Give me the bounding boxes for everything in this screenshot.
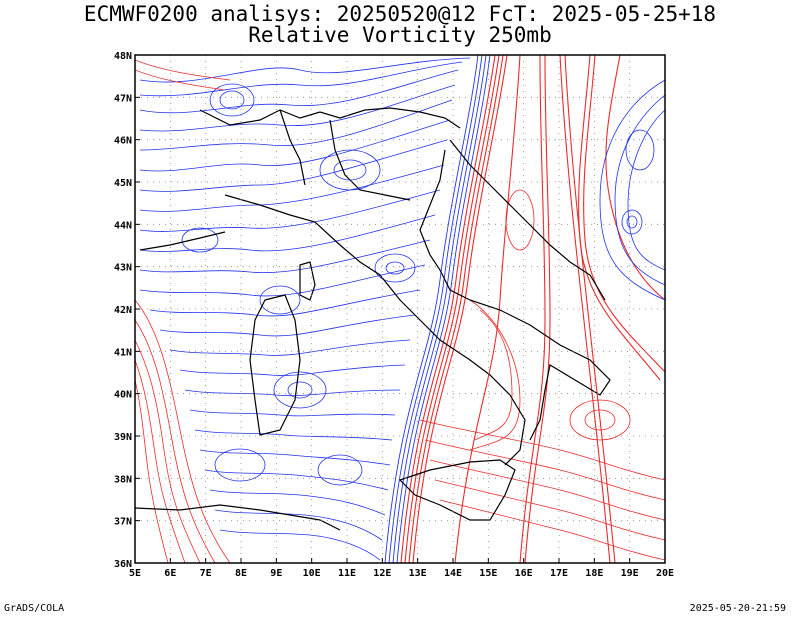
x-tick-label: 5E [129,568,141,579]
x-tick-label: 19E [621,568,639,579]
x-tick-label: 14E [444,568,462,579]
y-tick-label: 45N [114,178,132,189]
positive-vorticity-jet [400,55,665,563]
y-tick-label: 40N [114,390,132,401]
y-tick-label: 43N [114,263,132,274]
y-tick-label: 44N [114,220,132,231]
y-tick-label: 39N [114,432,132,443]
positive-vorticity-contours [135,59,665,563]
x-tick-label: 12E [373,568,391,579]
y-tick-label: 46N [114,136,132,147]
chart-title-line2: Relative Vorticity 250mb [248,23,552,47]
x-tick-label: 15E [479,568,497,579]
negative-vorticity-contours [139,57,471,561]
x-tick-label: 10E [303,568,321,579]
x-tick-label: 13E [409,568,427,579]
footer-credit: GrADS/COLA [4,603,65,614]
x-tick-label: 8E [235,568,247,579]
y-axis-ticks: 36N 37N 38N 39N 40N 41N 42N 43N 44N 45N 46N 47N 48N [114,51,140,570]
x-tick-label: 17E [550,568,568,579]
contour-layer [135,55,665,563]
y-tick-label: 38N [114,474,132,485]
lat-lon-grid [135,55,665,563]
x-tick-label: 9E [270,568,282,579]
footer-timestamp: 2025-05-20-21:59 [689,603,786,614]
y-tick-label: 42N [114,305,132,316]
y-tick-label: 48N [114,51,132,62]
x-axis-ticks: 5E 6E 7E 8E 9E 10E 11E 12E 13E 14E 15E 16E 17E 18E 19E… [129,558,674,579]
chart-title-line1: ECMWF0200 analisys: 20250520@12 FcT: 202… [83,2,717,26]
x-tick-label: 18E [585,568,603,579]
eastern-negative-vorticity [599,79,665,301]
negative-vorticity-band [384,55,491,563]
y-tick-label: 47N [114,93,132,104]
x-tick-label: 11E [338,568,356,579]
x-tick-label: 16E [515,568,533,579]
coastlines [135,107,611,531]
y-tick-label: 41N [114,347,132,358]
x-tick-label: 7E [200,568,212,579]
x-tick-label: 6E [164,568,176,579]
x-tick-label: 20E [656,568,674,579]
y-tick-label: 37N [114,517,132,528]
y-tick-label: 36N [114,559,132,570]
